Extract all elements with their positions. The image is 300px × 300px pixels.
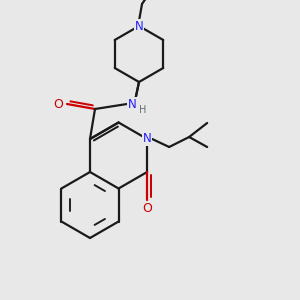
Text: N: N	[128, 98, 136, 110]
Text: H: H	[139, 105, 147, 115]
Text: O: O	[142, 202, 152, 215]
Text: O: O	[53, 98, 63, 110]
Text: N: N	[143, 133, 152, 146]
Text: N: N	[135, 20, 143, 32]
